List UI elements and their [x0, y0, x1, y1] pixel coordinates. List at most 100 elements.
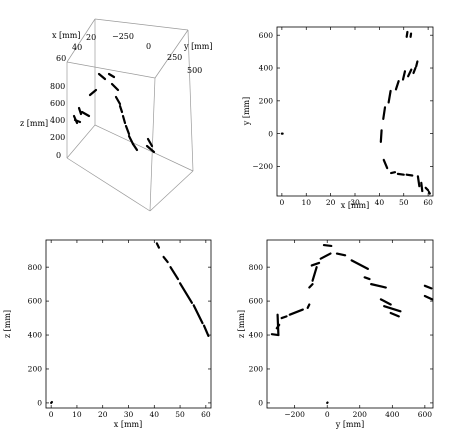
x-tick-label: 40	[375, 198, 385, 207]
data-mark	[370, 283, 387, 289]
data-mark	[335, 252, 347, 257]
x-tick-label: 200	[353, 410, 368, 419]
x-axis-label-yz: y [mm]	[335, 420, 364, 429]
y-tick-label: 0	[268, 129, 273, 138]
panel-xy: 0 10 20 30 40 50 60 −200 0 200 400 600 x [mm] y [m…	[242, 26, 434, 210]
x-tick-3d: 60	[56, 54, 66, 63]
data-mark-3d	[118, 104, 124, 114]
x-tick-label: 20	[98, 410, 108, 419]
x-tick-label: 60	[423, 198, 433, 207]
data-mark	[363, 276, 371, 281]
y-tick-3d: 500	[187, 66, 202, 75]
data-mark-3d	[73, 118, 82, 124]
data-mark	[424, 186, 430, 192]
data-mark	[310, 261, 321, 267]
data-mark	[322, 243, 333, 248]
data-mark	[350, 259, 370, 270]
data-mark	[288, 308, 304, 316]
z-tick-3d: 400	[50, 116, 65, 125]
y-tick-label: 800	[249, 263, 264, 272]
x-tick-label: 0	[49, 410, 54, 419]
y-ticks-xz: 0 200 400 600 800	[28, 263, 211, 408]
z-tick-3d: 0	[56, 151, 61, 160]
x-tick-label: 0	[325, 410, 330, 419]
data-mark-3d	[88, 88, 98, 97]
data-mark-3d	[114, 95, 122, 106]
panel-3d: x [mm] 20 40 60 −250 0 250 500 y [mm] 80…	[20, 18, 212, 212]
data-mark	[423, 294, 434, 301]
data-mark	[275, 323, 281, 330]
data-mark	[50, 400, 54, 405]
data-mark	[383, 305, 402, 313]
data-mark	[155, 242, 161, 249]
x-tick-label: 20	[326, 198, 336, 207]
x-tick-label: 50	[175, 410, 185, 419]
data-mark	[382, 106, 387, 120]
data-mark-3d	[107, 72, 116, 79]
data-mark	[420, 181, 424, 193]
y-tick-label: 200	[249, 365, 264, 374]
z-tick-3d: 800	[50, 82, 65, 91]
data-mark	[389, 311, 400, 318]
y-ticks-yz: 0 200 400 600 800	[249, 263, 433, 408]
x-tick-label: −200	[284, 410, 305, 419]
data-mark	[162, 255, 169, 264]
data-mark-3d	[121, 114, 127, 125]
data-mark	[319, 252, 332, 260]
marks-xz	[50, 242, 210, 405]
x-tick-label: 50	[399, 198, 409, 207]
y-ticks-xy: −200 0 200 400 600	[252, 31, 433, 171]
data-mark-3d	[110, 82, 120, 92]
x-tick-label: 40	[150, 410, 160, 419]
data-mark	[427, 190, 431, 195]
data-mark	[407, 68, 413, 78]
y-tick-label: 600	[28, 297, 43, 306]
y-tick-label: 200	[259, 96, 274, 105]
data-mark-3d	[77, 106, 83, 116]
data-mark	[308, 283, 314, 289]
x-ticks-xy: 0 10 20 30 40 50 60	[279, 27, 433, 207]
data-mark	[382, 158, 389, 170]
data-mark-3d	[80, 110, 91, 118]
y-tick-label: 600	[259, 31, 274, 40]
x-tick-label: 600	[418, 410, 433, 419]
y-tick-label: 400	[259, 64, 274, 73]
plot-frame-yz	[266, 239, 434, 409]
data-mark-3d	[131, 142, 139, 152]
y-tick-label: 0	[258, 399, 263, 408]
x-tick-label: 400	[385, 410, 400, 419]
x-axis-label-3d: x [mm]	[52, 31, 80, 40]
data-mark	[169, 266, 180, 281]
y-tick-3d: 250	[167, 53, 182, 62]
data-mark	[415, 60, 419, 68]
data-mark	[389, 171, 397, 175]
data-mark	[394, 80, 400, 91]
data-mark	[396, 172, 405, 176]
y-axis-label-xz: z [mm]	[3, 310, 12, 338]
data-mark	[379, 298, 392, 306]
points-3d	[72, 72, 156, 154]
y-tick-label: 200	[28, 365, 43, 374]
box-3d	[66, 18, 194, 212]
data-mark	[202, 324, 210, 337]
data-mark-3d	[146, 137, 154, 148]
z-tick-3d: 200	[50, 133, 65, 142]
x-ticks-xz: 0 10 20 30 40 50 60	[49, 240, 211, 419]
y-axis-label-yz: z [mm]	[237, 310, 246, 338]
data-mark	[412, 66, 417, 75]
data-mark	[379, 129, 383, 143]
data-mark	[387, 89, 392, 104]
y-tick-label: 400	[28, 331, 43, 340]
data-mark	[401, 70, 407, 81]
data-mark-3d	[145, 144, 156, 154]
x-tick-3d: 20	[86, 33, 96, 42]
axis-3d-labels: x [mm] 20 40 60 −250 0 250 500 y [mm] 80…	[20, 31, 212, 160]
data-mark	[178, 282, 194, 304]
data-mark-3d	[127, 134, 135, 146]
data-mark	[280, 315, 288, 320]
data-mark	[306, 303, 311, 309]
plot-frame-xz	[45, 239, 212, 409]
y-axis-label-3d: y [mm]	[183, 42, 212, 51]
data-mark	[405, 30, 409, 38]
